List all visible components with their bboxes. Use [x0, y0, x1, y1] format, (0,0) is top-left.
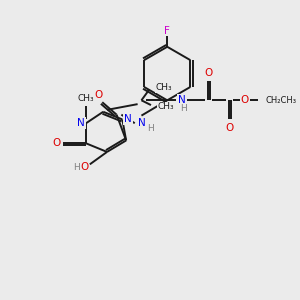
Text: N: N: [77, 118, 85, 128]
Text: F: F: [164, 26, 170, 35]
Text: H: H: [147, 124, 153, 133]
Text: CH₃: CH₃: [78, 94, 94, 103]
Text: CH₃: CH₃: [156, 83, 172, 92]
Text: O: O: [204, 68, 212, 78]
Text: N: N: [178, 95, 185, 105]
Text: N: N: [124, 114, 132, 124]
Text: H: H: [73, 163, 80, 172]
Text: O: O: [80, 162, 88, 172]
Text: CH₃: CH₃: [158, 103, 174, 112]
Text: O: O: [52, 138, 61, 148]
Text: O: O: [225, 123, 233, 133]
Text: O: O: [241, 95, 249, 105]
Text: N: N: [138, 118, 145, 128]
Text: CH₂CH₃: CH₂CH₃: [266, 96, 297, 105]
Text: O: O: [94, 90, 103, 100]
Text: H: H: [180, 104, 187, 113]
